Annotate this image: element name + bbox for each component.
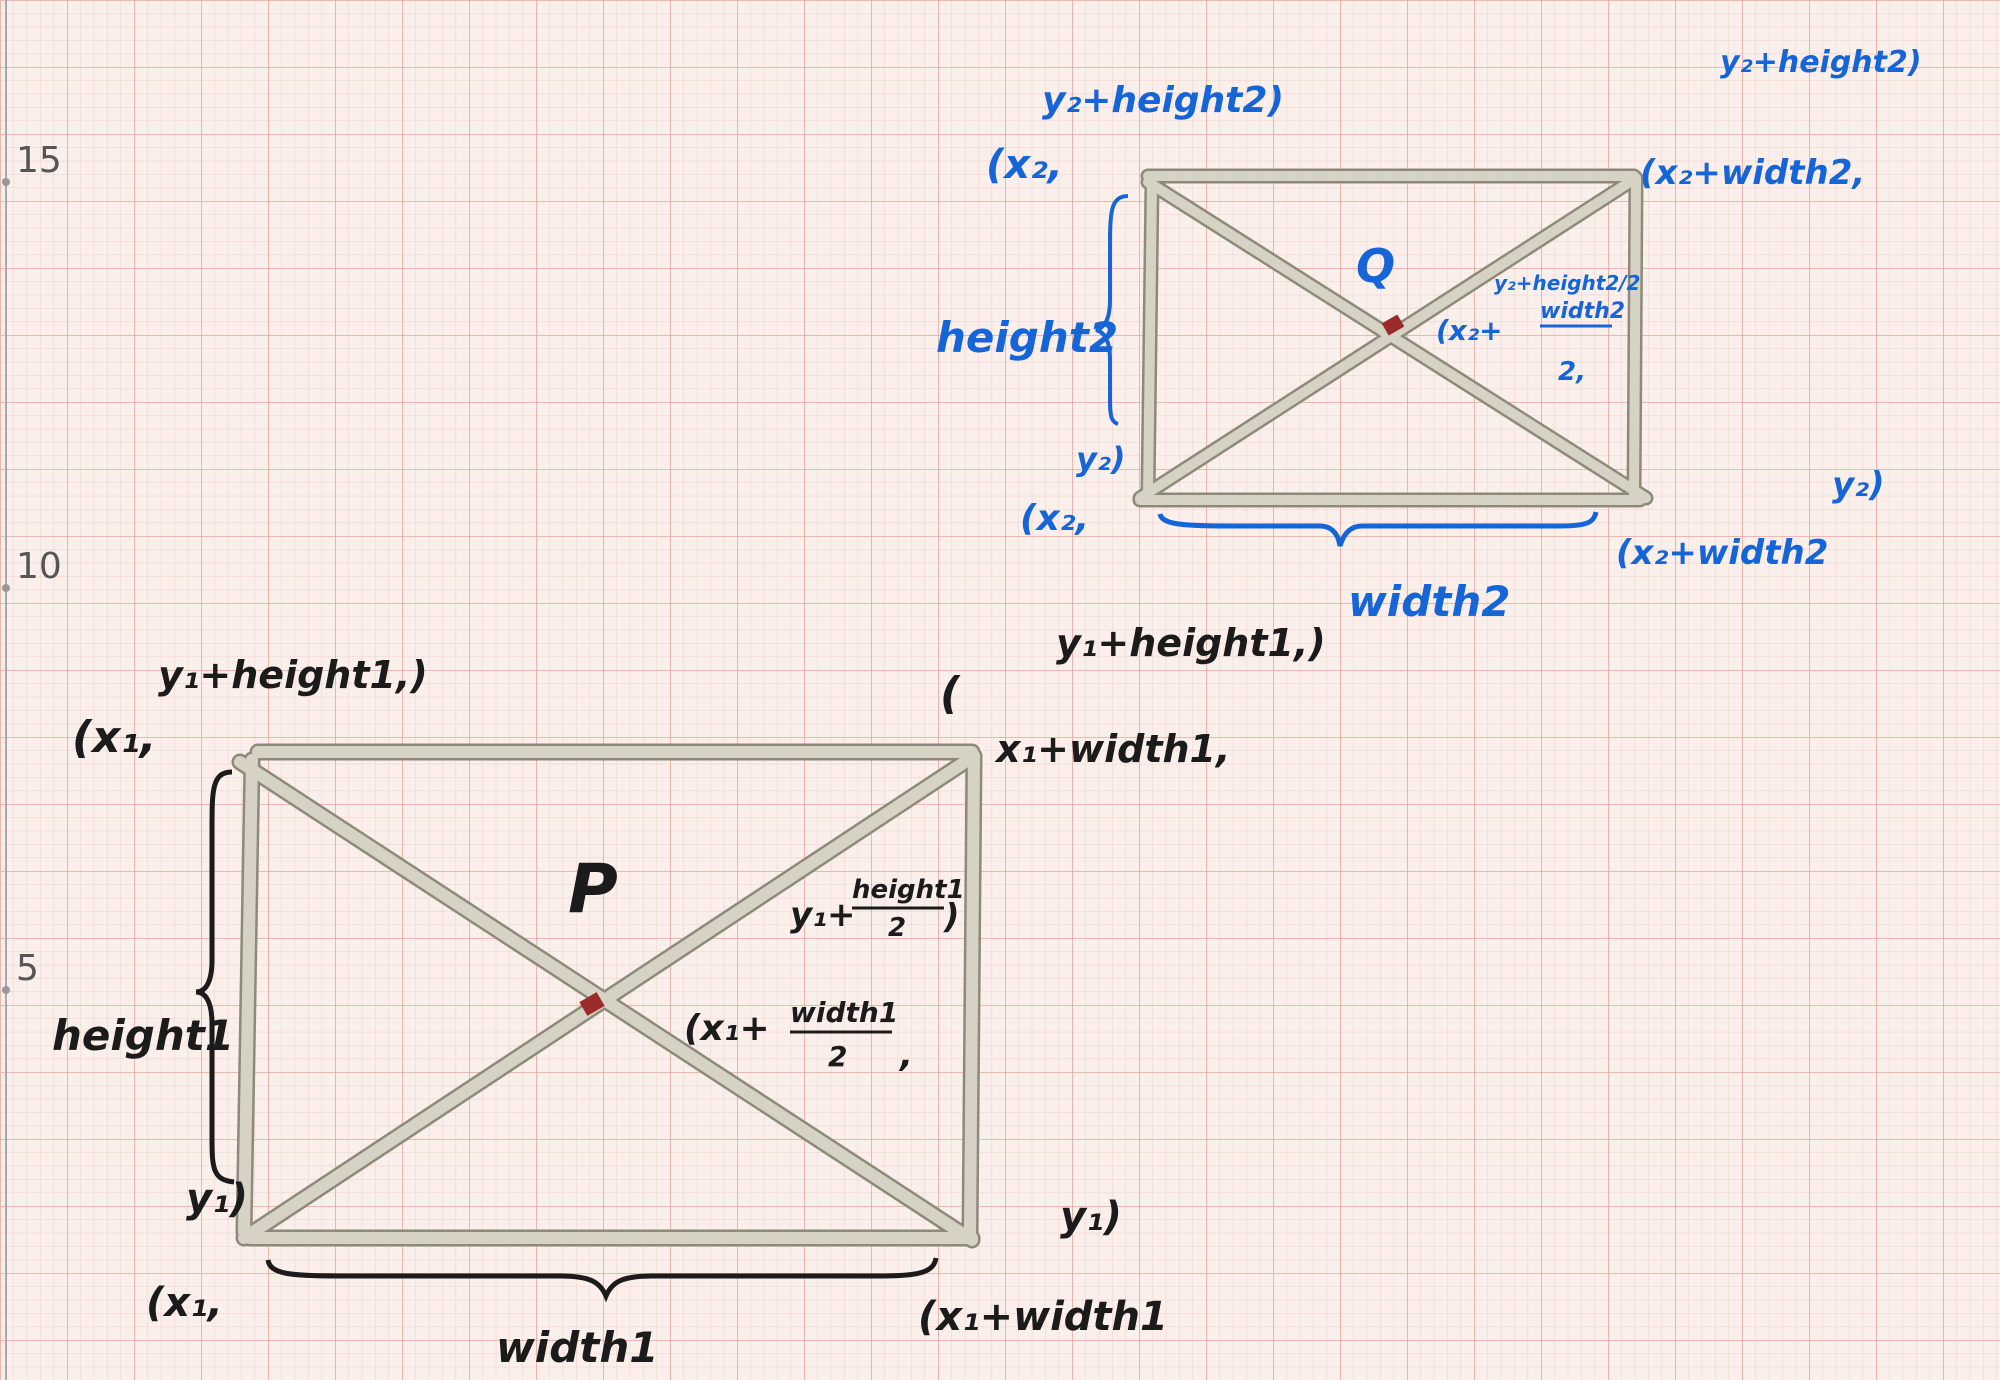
axis-tick [2,584,10,592]
rect-p-center-y-num: height1 [852,875,965,905]
rect-p-center-y-close: ) [943,897,960,937]
rect-q-tl-y: y₂+height2) [1042,80,1284,121]
axis-label-10: 10 [16,546,62,587]
rect-q-tl-x: (x₂, [986,142,1063,188]
rect-p-name: P [568,850,618,929]
rect-p-tl-y: y₁+height1,) [158,653,428,697]
axis-tick [2,986,10,994]
rect-q-bl-y: y₂) [1076,440,1126,478]
rect-q-br-x: (x₂+width2 [1616,533,1828,573]
rect-p-center-y-prefix: y₁+ [790,895,856,935]
rect-p-tr-x: x₁+width1, [994,727,1230,771]
rect-p-sticks [231,743,983,1249]
rect-q-center-y: y₂+height2/2 [1494,271,1640,295]
rect-q-center-x-prefix: (x₂+ [1436,314,1503,347]
rect-q-sticks [1132,168,1654,508]
rect-p-annotations: P y₁+height1,) (x₁, y₁+height1,) ( x₁+wi… [52,621,1326,1372]
rect-p-center-y-den: 2 [888,913,906,943]
rect-q-width-label: width2 [1348,577,1510,626]
rect-p-tr-open: ( [940,668,961,719]
rect-q-annotations: Q y₂+height2) (x₂, y₂+height2) (x₂+width… [936,45,1922,626]
axis-tick [2,178,10,186]
rect-p-bl-y: y₁) [186,1176,248,1222]
rect-q-name: Q [1356,239,1395,293]
rect-p-center-x-den: 2 [828,1040,847,1073]
rect-q-tr-x: (x₂+width2, [1640,153,1865,193]
rect-p-bl-x: (x₁, [146,1280,223,1326]
rect-q-height-label: height2 [936,313,1118,362]
rect-q-br-y: y₂) [1832,465,1885,505]
rect-p-tr-y: y₁+height1,) [1056,621,1326,665]
rect-p-br-y: y₁) [1060,1194,1122,1240]
rect-p-center-x-prefix: (x₁+ [684,1008,770,1049]
rect-q-center-x-den: 2, [1558,357,1586,387]
rect-q-height-brace [1095,194,1129,426]
rect-p-center-marker [579,992,605,1016]
rect-p-width-label: width1 [496,1323,658,1372]
rect-p-height-label: height1 [52,1011,234,1060]
rect-q-bl-x: (x₂, [1020,498,1089,539]
rect-q-width-brace [1157,511,1599,547]
rect-q-center-x-num: width2 [1540,299,1625,324]
rect-p-tl-x: (x₁, [72,712,156,763]
rect-p-center-x-comma: , [898,1035,913,1075]
rect-p-br-x: (x₁+width1 [918,1294,1168,1340]
rect-p-height-brace [195,769,235,1185]
rect-q-center-marker [1381,314,1405,336]
axis-label-5: 5 [16,948,39,989]
rect-q-tr-y: y₂+height2) [1720,45,1922,80]
rect-p-center-x-num: width1 [790,996,898,1029]
axis-label-15: 15 [16,140,62,181]
rect-p-width-brace [265,1257,939,1303]
